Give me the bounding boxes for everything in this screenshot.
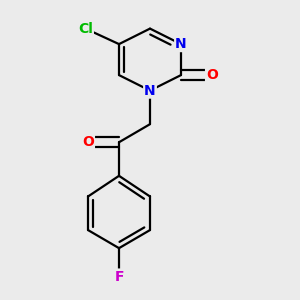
Text: F: F [114,270,124,283]
Text: O: O [82,135,94,149]
Text: Cl: Cl [78,22,93,36]
Text: N: N [144,84,156,98]
Text: N: N [175,37,187,51]
Text: O: O [206,68,218,82]
